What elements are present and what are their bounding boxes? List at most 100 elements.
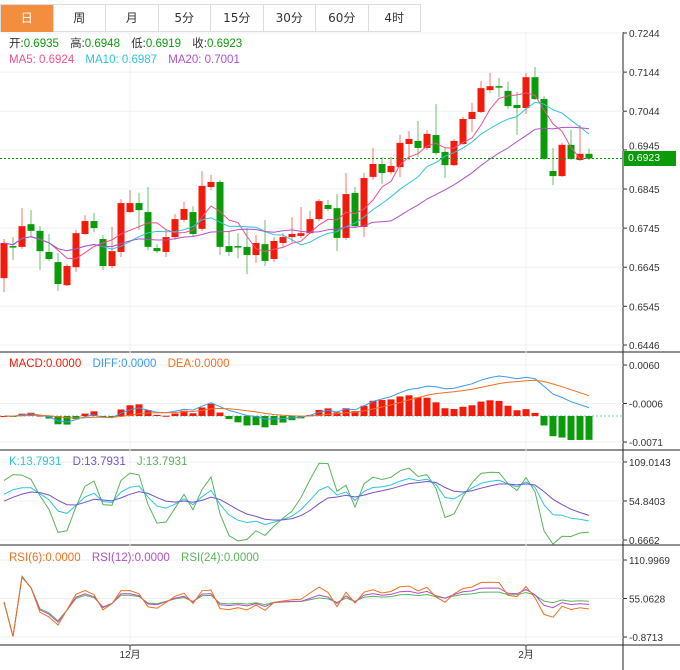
candle-body	[549, 171, 557, 177]
macd-bar	[468, 405, 476, 417]
candle-body	[585, 153, 593, 159]
candle	[153, 244, 161, 254]
macd-bar	[504, 405, 512, 417]
close-label: 收:	[192, 38, 207, 50]
candle-body	[135, 203, 143, 211]
macd-bar	[99, 416, 107, 418]
macd-bar	[585, 416, 593, 440]
macd-bar	[270, 416, 278, 426]
macd-bar	[90, 411, 98, 417]
candle-body	[459, 119, 467, 145]
macd-bar	[342, 408, 350, 417]
macd-bar	[477, 401, 485, 417]
macd-bar	[351, 411, 359, 417]
candle-body	[369, 163, 377, 177]
macd-bar	[261, 416, 269, 428]
candle	[333, 194, 341, 252]
macd-bar	[162, 415, 170, 417]
high-label: 高:	[70, 38, 85, 50]
tab-4hour[interactable]: 4时	[369, 5, 421, 32]
candle	[18, 208, 26, 249]
candle-body	[288, 233, 296, 238]
candle	[513, 92, 521, 136]
macd-bar	[450, 408, 458, 417]
candle-body	[486, 86, 494, 91]
candle	[423, 129, 431, 150]
candle	[189, 206, 197, 238]
macd-bar	[63, 416, 71, 425]
macd-bar	[189, 413, 197, 417]
candle	[261, 219, 269, 267]
ma10-value: MA10: 0.6987	[85, 54, 158, 66]
macd-bar	[405, 395, 413, 417]
indicator-tick-label: -0.8713	[629, 633, 663, 644]
macd-bar	[513, 410, 521, 417]
candle-body	[324, 205, 332, 209]
rsi6-value: RSI(6):0.0000	[9, 552, 81, 564]
price-tick-label: 0.7244	[629, 29, 660, 40]
dea-line	[3, 379, 590, 419]
candle	[72, 230, 80, 272]
macd-bar	[135, 404, 143, 417]
tab-day[interactable]: 日	[1, 5, 54, 32]
candle	[351, 187, 359, 229]
macd-bar	[423, 397, 431, 417]
macd-legend: MACD:0.0000 DIFF:0.0000 DEA:0.0000	[9, 357, 238, 371]
candle-body	[396, 142, 404, 168]
candle-body	[315, 201, 323, 220]
indicator-tick-label: 0.6662	[629, 536, 660, 547]
macd-bar	[234, 416, 242, 423]
macd-bar	[54, 416, 62, 425]
price-tick-label: 0.6645	[629, 263, 660, 274]
tab-60min[interactable]: 60分	[316, 5, 369, 32]
candle-body	[27, 224, 35, 231]
candle	[567, 129, 575, 161]
candle	[126, 190, 134, 213]
rsi-legend: RSI(6):0.0000 RSI(12):0.0000 RSI(24):0.0…	[9, 551, 267, 565]
tab-month[interactable]: 月	[106, 5, 159, 32]
macd-bar	[459, 406, 467, 417]
macd-bar	[396, 396, 404, 417]
candle	[45, 233, 53, 261]
candle	[99, 235, 107, 270]
candle	[27, 210, 35, 238]
macd-bar	[153, 414, 161, 417]
diff-value: DIFF:0.0000	[92, 358, 157, 370]
tab-week[interactable]: 周	[54, 5, 106, 32]
macd-bar	[315, 409, 323, 417]
candle-body	[558, 144, 566, 177]
indicator-tick-label: -0.0006	[629, 400, 663, 411]
candle-body	[207, 181, 215, 188]
macd-bar	[198, 407, 206, 417]
tab-15min[interactable]: 15分	[211, 5, 264, 32]
candle	[360, 172, 368, 238]
candle-body	[279, 237, 287, 243]
candle	[0, 239, 8, 293]
tab-30min[interactable]: 30分	[264, 5, 316, 32]
kdj-legend: K:13.7931 D:13.7931 J:13.7931	[9, 455, 195, 469]
candle	[306, 210, 314, 234]
high-value: 0.6948	[84, 38, 120, 50]
candle-body	[360, 178, 368, 227]
tab-5min[interactable]: 5分	[159, 5, 211, 32]
candle-body	[180, 208, 188, 220]
candle	[81, 215, 89, 236]
rsi6-line	[3, 574, 590, 637]
candle	[486, 72, 494, 93]
candle-body	[36, 230, 44, 252]
candle	[198, 171, 206, 231]
candle-body	[333, 208, 341, 238]
candle	[63, 264, 71, 286]
candle-body	[225, 246, 233, 252]
macd-bar	[0, 416, 8, 418]
candle	[207, 174, 215, 191]
candle	[324, 199, 332, 211]
price-tick-label: 0.6945	[629, 142, 660, 153]
dea-value: DEA:0.0000	[167, 358, 230, 370]
candle	[216, 180, 224, 256]
macd-bar	[324, 408, 332, 417]
candle	[414, 120, 422, 157]
candle	[396, 135, 404, 177]
macd-bar	[576, 416, 584, 440]
